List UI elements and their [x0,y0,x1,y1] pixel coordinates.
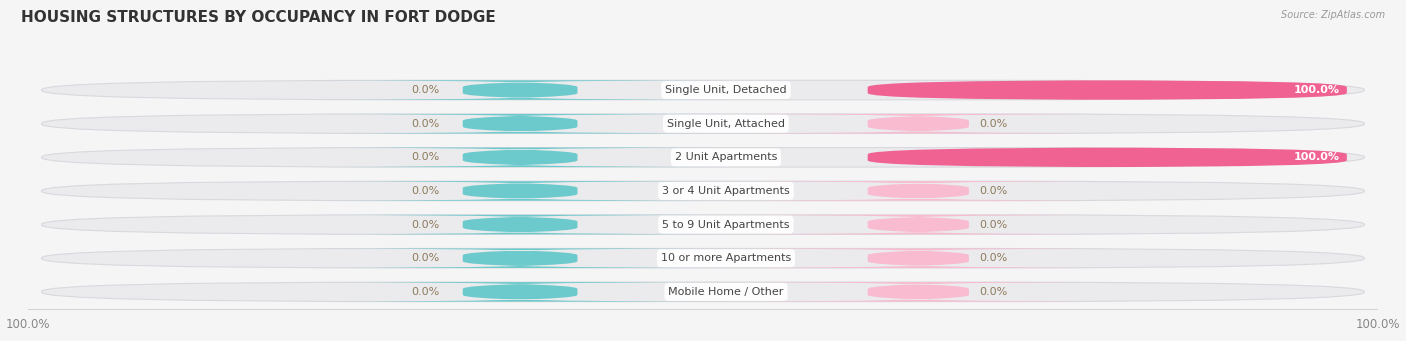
Text: 3 or 4 Unit Apartments: 3 or 4 Unit Apartments [662,186,790,196]
FancyBboxPatch shape [42,80,1364,100]
FancyBboxPatch shape [308,114,733,133]
Text: 0.0%: 0.0% [980,119,1008,129]
FancyBboxPatch shape [308,80,733,100]
FancyBboxPatch shape [868,80,1347,100]
FancyBboxPatch shape [308,148,733,167]
Text: 100.0%: 100.0% [1294,85,1340,95]
Text: 5 to 9 Unit Apartments: 5 to 9 Unit Apartments [662,220,790,229]
Text: 0.0%: 0.0% [980,253,1008,263]
Text: 0.0%: 0.0% [980,287,1008,297]
FancyBboxPatch shape [308,215,733,234]
FancyBboxPatch shape [868,148,1347,167]
Text: HOUSING STRUCTURES BY OCCUPANCY IN FORT DODGE: HOUSING STRUCTURES BY OCCUPANCY IN FORT … [21,10,496,25]
Text: 0.0%: 0.0% [412,186,440,196]
FancyBboxPatch shape [42,148,1364,167]
FancyBboxPatch shape [42,249,1364,268]
FancyBboxPatch shape [308,249,733,268]
Text: Single Unit, Attached: Single Unit, Attached [666,119,785,129]
Text: 0.0%: 0.0% [412,220,440,229]
Text: 10 or more Apartments: 10 or more Apartments [661,253,792,263]
FancyBboxPatch shape [42,282,1364,301]
Text: 0.0%: 0.0% [980,186,1008,196]
FancyBboxPatch shape [308,181,733,201]
Text: Single Unit, Detached: Single Unit, Detached [665,85,787,95]
FancyBboxPatch shape [699,249,1137,268]
Text: 2 Unit Apartments: 2 Unit Apartments [675,152,778,162]
Text: 0.0%: 0.0% [412,152,440,162]
Text: 100.0%: 100.0% [1294,152,1340,162]
FancyBboxPatch shape [699,282,1137,301]
Text: 0.0%: 0.0% [412,85,440,95]
Text: Mobile Home / Other: Mobile Home / Other [668,287,783,297]
Text: 0.0%: 0.0% [412,253,440,263]
FancyBboxPatch shape [42,181,1364,201]
FancyBboxPatch shape [699,181,1137,201]
Text: Source: ZipAtlas.com: Source: ZipAtlas.com [1281,10,1385,20]
FancyBboxPatch shape [42,114,1364,133]
FancyBboxPatch shape [699,114,1137,133]
FancyBboxPatch shape [699,215,1137,234]
Text: 0.0%: 0.0% [412,287,440,297]
FancyBboxPatch shape [308,282,733,301]
Text: 0.0%: 0.0% [980,220,1008,229]
Text: 0.0%: 0.0% [412,119,440,129]
FancyBboxPatch shape [42,215,1364,234]
